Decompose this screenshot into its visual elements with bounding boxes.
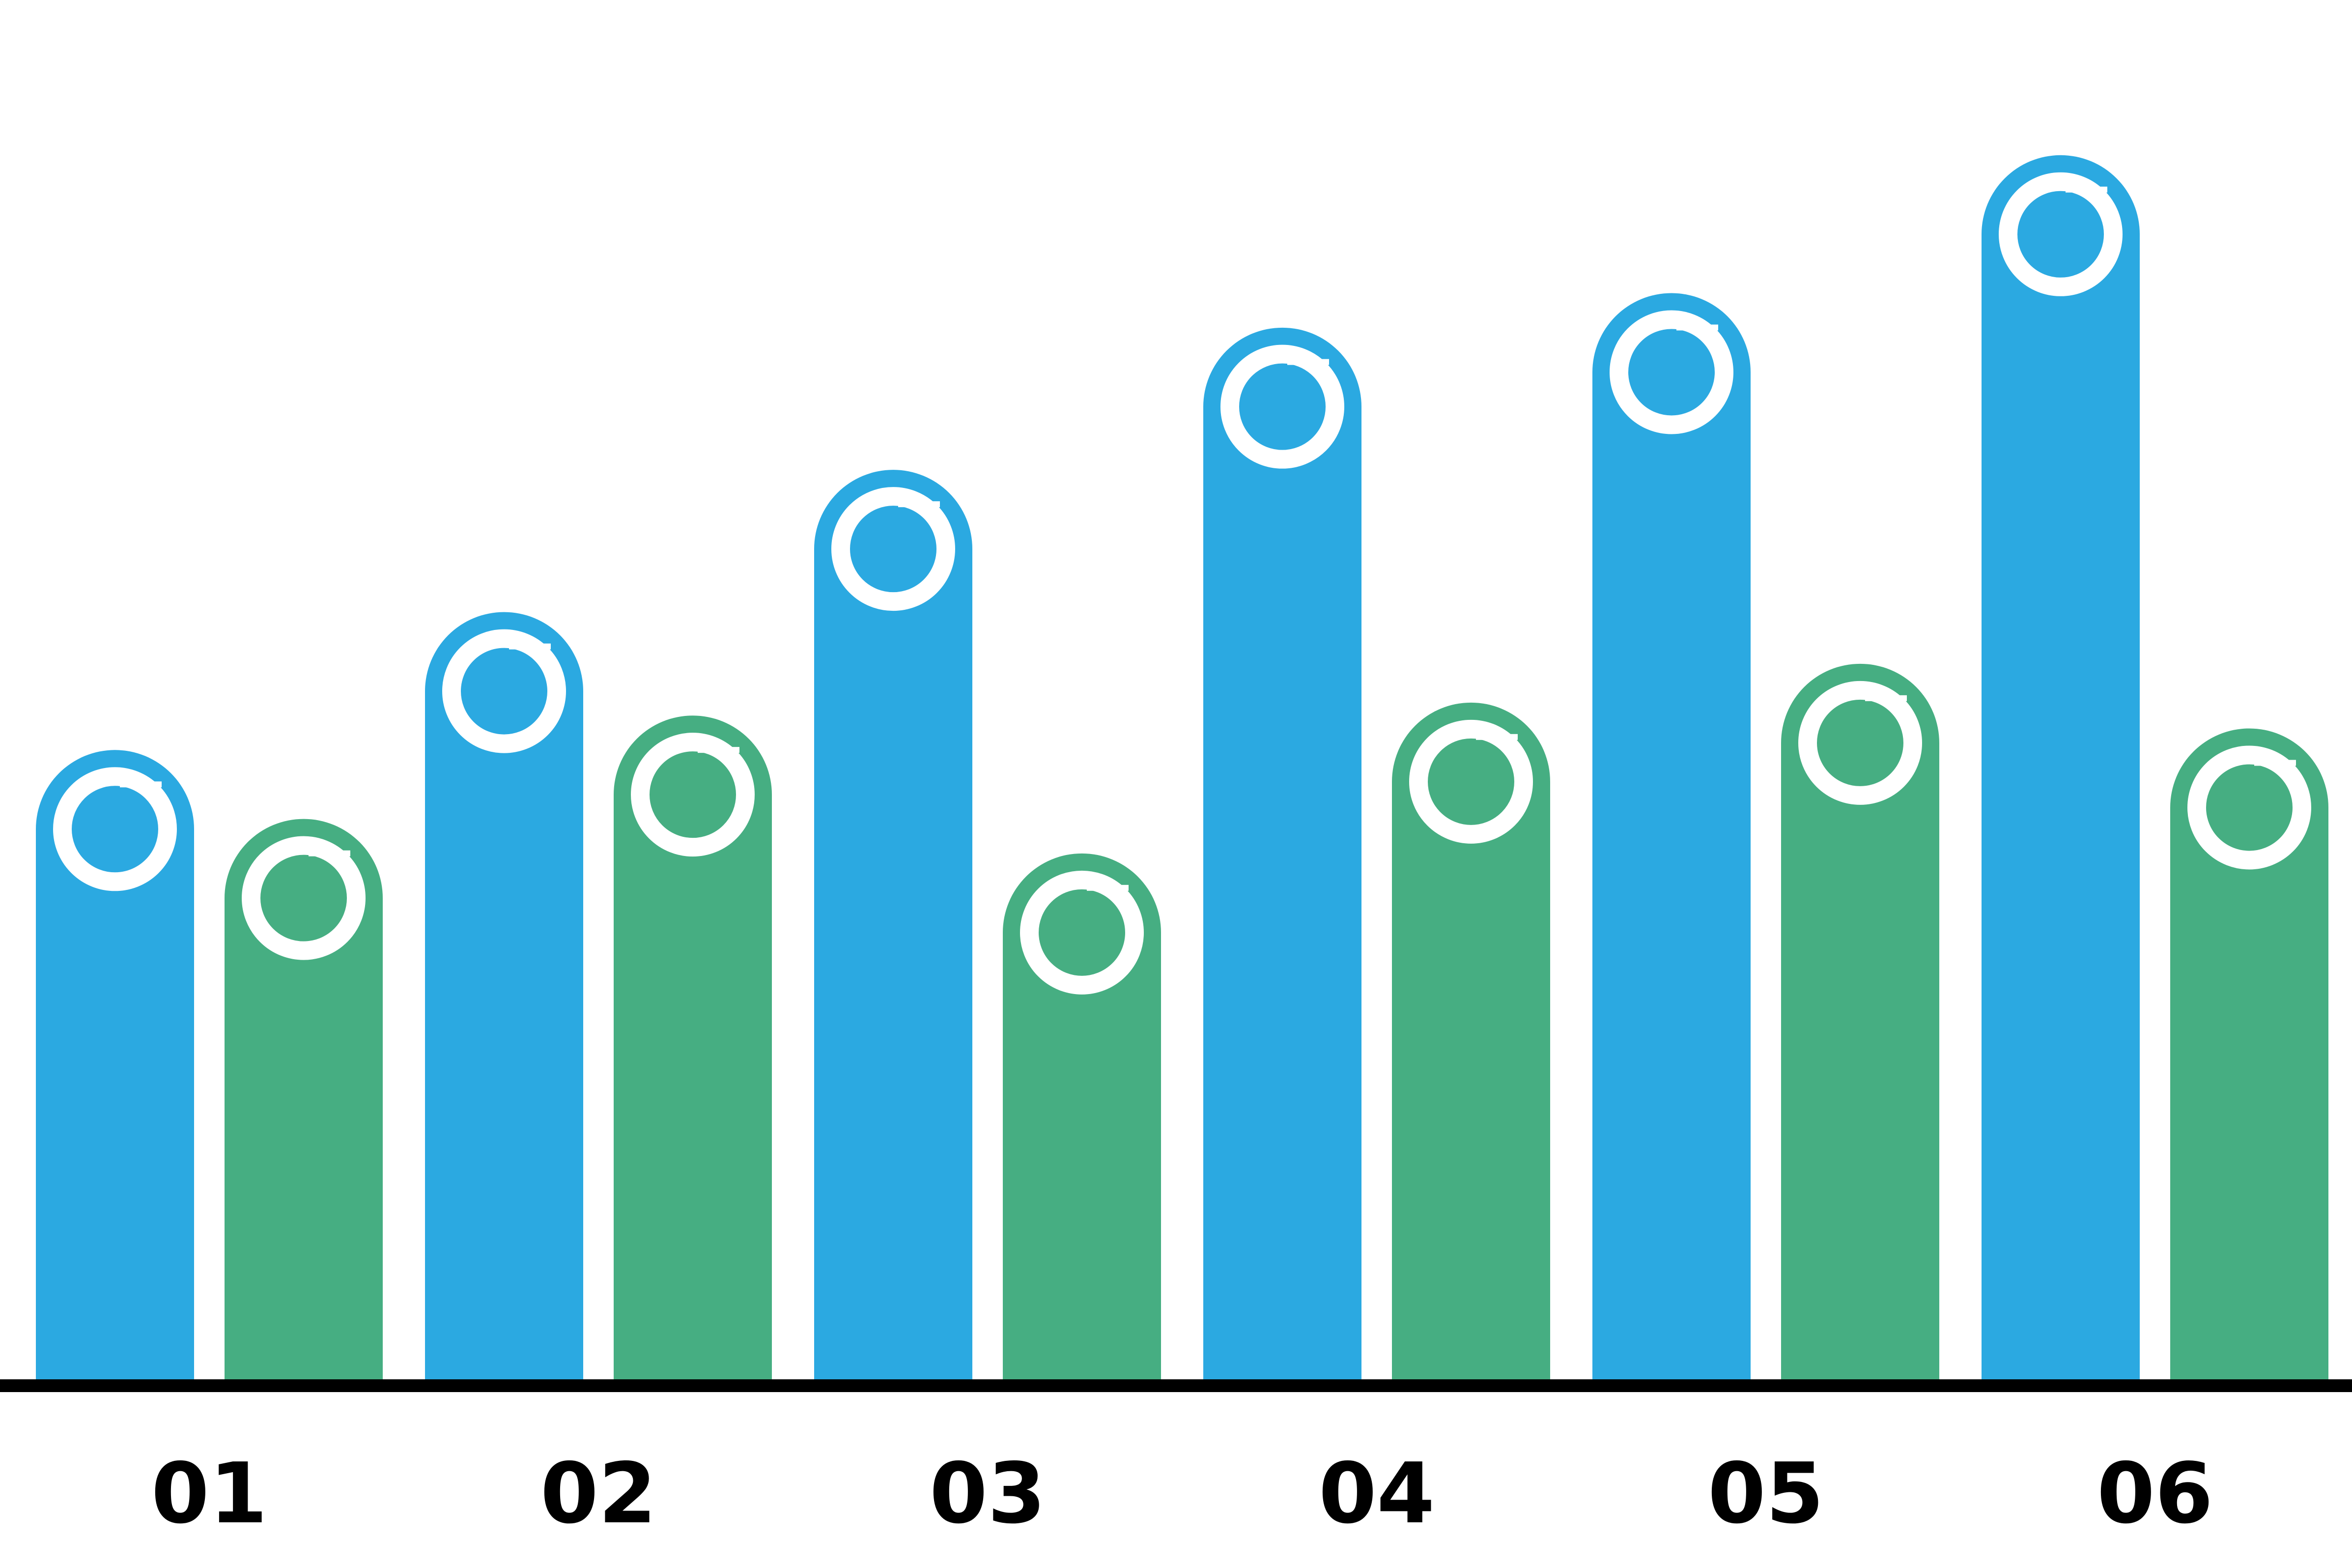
x-tick-label-03: 03 bbox=[930, 1445, 1046, 1542]
ring-icon bbox=[442, 629, 566, 753]
bar-03-series-1 bbox=[814, 470, 972, 1379]
ring-icon bbox=[2187, 745, 2311, 870]
bar-04-series-1 bbox=[1203, 327, 1361, 1379]
x-tick-label-06: 06 bbox=[2097, 1445, 2213, 1542]
ring-icon bbox=[1409, 719, 1533, 844]
ring-icon bbox=[53, 767, 177, 891]
bar-03-series-2 bbox=[1003, 853, 1161, 1379]
ring-icon bbox=[242, 836, 366, 960]
bar-06-series-2 bbox=[2170, 728, 2328, 1379]
ring-icon bbox=[1610, 310, 1733, 434]
ring-icon bbox=[831, 487, 955, 611]
x-tick-label-01: 01 bbox=[151, 1445, 268, 1542]
bar-02-series-2 bbox=[614, 715, 772, 1379]
bar-01-series-1 bbox=[36, 750, 194, 1379]
ring-icon bbox=[1798, 681, 1922, 805]
x-tick-label-02: 02 bbox=[540, 1445, 657, 1542]
bars-group bbox=[36, 155, 2328, 1379]
x-tick-label-05: 05 bbox=[1708, 1445, 1824, 1542]
bar-04-series-2 bbox=[1392, 702, 1550, 1379]
bar-06-series-1 bbox=[1982, 155, 2140, 1379]
bar-01-series-2 bbox=[225, 819, 383, 1379]
bar-05-series-1 bbox=[1592, 293, 1751, 1379]
ring-icon bbox=[631, 733, 755, 857]
x-tick-labels: 01 02 03 04 05 06 bbox=[151, 1445, 2213, 1542]
x-tick-label-04: 04 bbox=[1319, 1445, 1435, 1542]
ring-icon bbox=[1220, 344, 1344, 469]
ring-icon bbox=[1999, 172, 2123, 296]
ring-icon bbox=[1020, 870, 1144, 995]
bar-05-series-2 bbox=[1781, 663, 1939, 1379]
bar-02-series-1 bbox=[425, 612, 583, 1379]
